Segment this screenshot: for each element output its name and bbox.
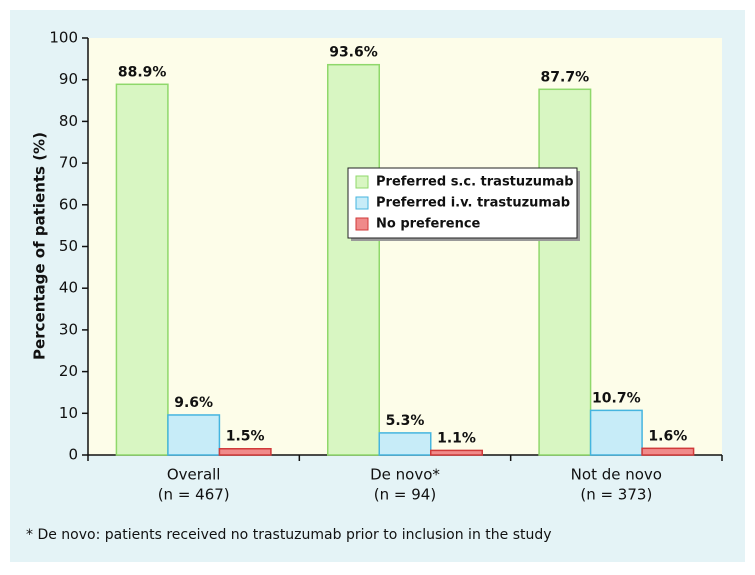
bar [641,447,695,456]
value-label: 1.1% [437,430,476,446]
y-tick-label: 60 [59,195,78,213]
x-tick-note: (n = 94) [374,486,436,504]
y-tick-label: 100 [49,29,78,47]
value-label: 88.9% [118,64,167,80]
value-label: 5.3% [386,413,425,429]
y-tick-label: 70 [59,154,78,172]
value-label: 93.6% [329,45,378,61]
bar [378,432,432,456]
y-tick-label: 10 [59,404,78,422]
legend-swatch [355,196,369,210]
y-tick-label: 90 [59,70,78,88]
legend [347,167,578,239]
value-label: 1.5% [226,429,265,445]
y-tick-label: 0 [68,446,78,464]
bar [327,63,380,456]
value-label: 1.6% [648,428,687,444]
bar [538,88,592,456]
footnote: * De novo: patients received no trastuzu… [26,527,552,543]
bar [589,409,643,456]
x-tick-label: De novo* [370,466,440,484]
bar [218,447,272,456]
y-tick-label: 80 [59,112,78,130]
legend-label: Preferred i.v. trastuzumab [376,196,570,211]
y-tick-label: 20 [59,362,78,380]
x-tick-label: Overall [167,466,221,484]
value-label: 87.7% [541,69,590,85]
y-tick-label: 40 [59,279,78,297]
legend-label: Preferred s.c. trastuzumab [376,175,574,190]
y-axis-label: Percentage of patients (%) [31,132,49,360]
x-tick-label: Not de novo [571,466,662,484]
legend-label: No preference [376,217,481,232]
legend-swatch [355,217,369,231]
bar [115,83,169,456]
bar [167,414,221,456]
x-tick-note: (n = 373) [580,486,652,504]
y-tick-label: 30 [59,320,78,338]
value-label: 10.7% [592,390,641,406]
plot-area [88,38,722,455]
bar [430,449,483,456]
y-tick-label: 50 [59,237,78,255]
value-label: 9.6% [174,395,213,411]
x-tick-note: (n = 467) [158,486,230,504]
legend-swatch [355,175,369,189]
